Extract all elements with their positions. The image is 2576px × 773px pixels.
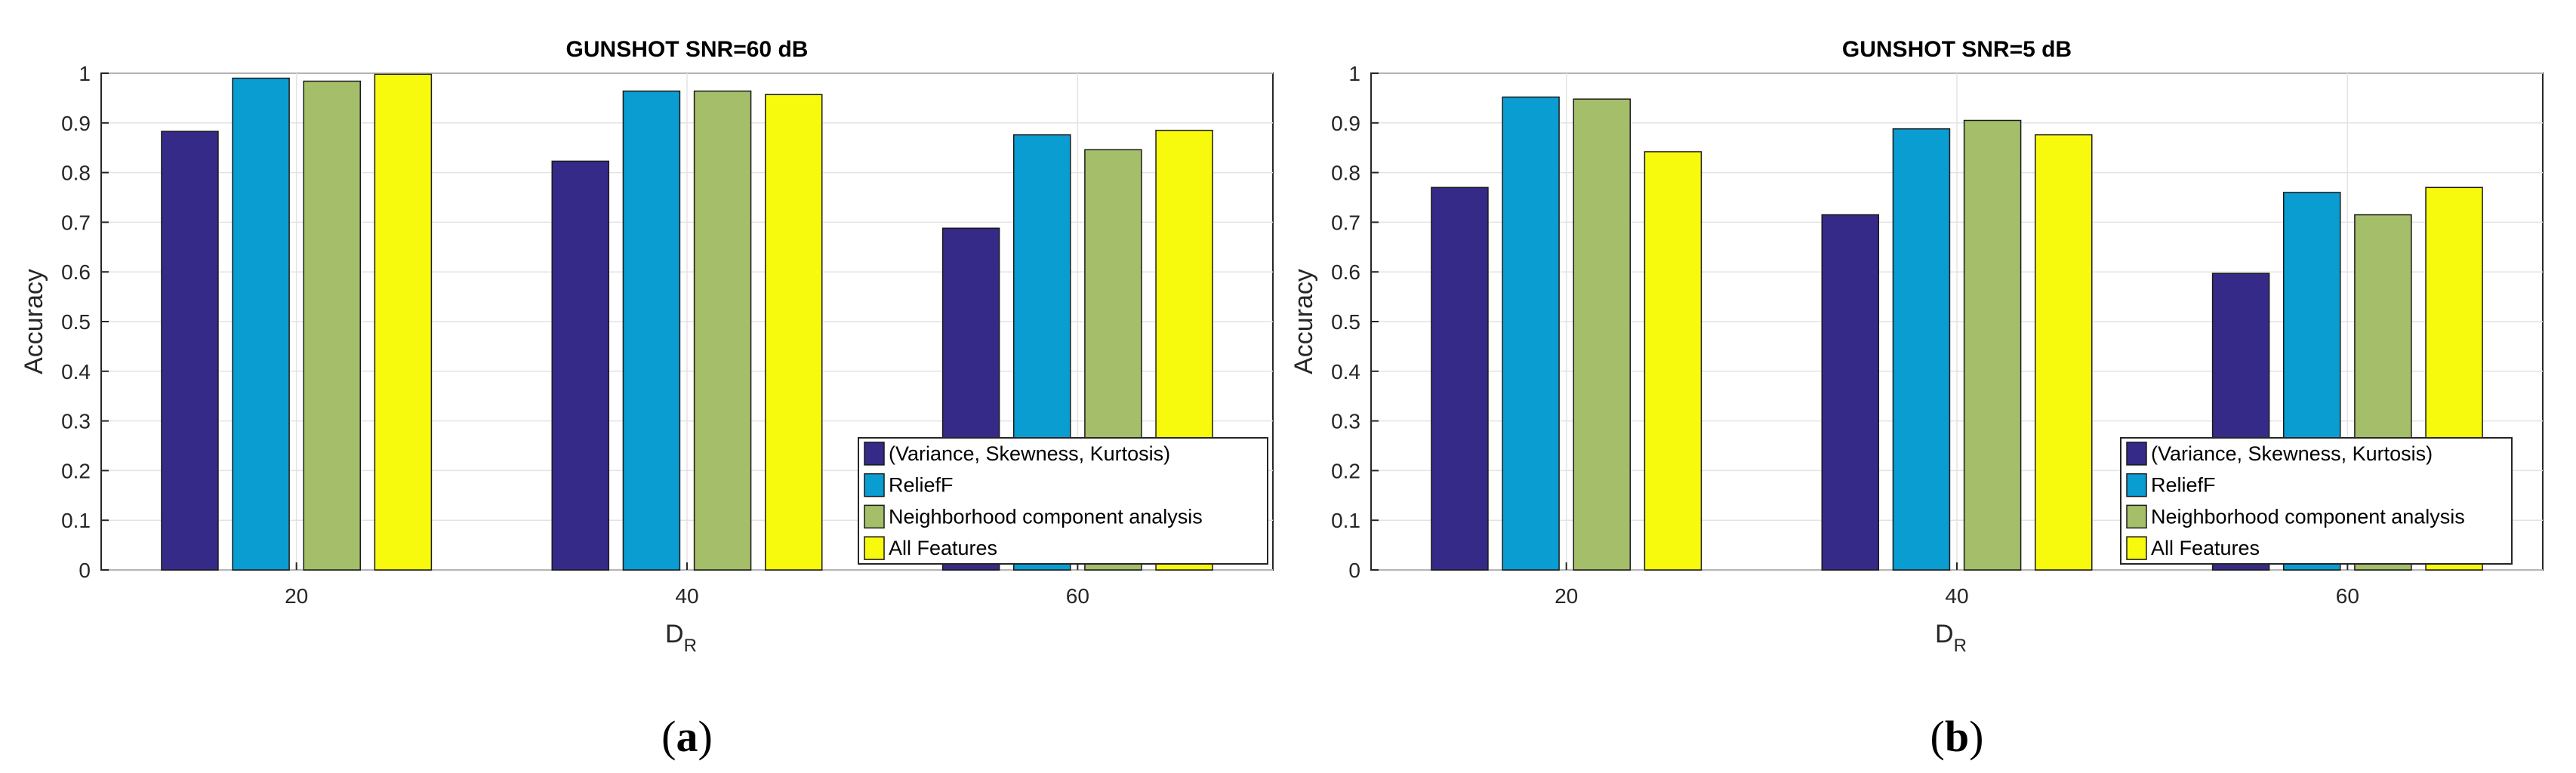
bar-40-series-2 — [1892, 128, 1951, 571]
legend-swatch — [2126, 504, 2147, 529]
y-tick-label: 1 — [1348, 62, 1360, 85]
legend-swatch — [864, 504, 885, 529]
y-axis-ticks: 0 0.1 0.2 0.3 0.4 0.5 0.6 0.7 0.8 0.9 1 — [1331, 62, 1379, 582]
x-axis-label-main: D — [1935, 620, 1954, 648]
y-tick-label: 0.7 — [1331, 211, 1360, 234]
y-tick-label: 0.6 — [61, 260, 91, 284]
caption-close-paren: ) — [698, 712, 713, 761]
y-tick-label: 0.3 — [61, 410, 91, 433]
bar-20-series-2 — [232, 77, 290, 571]
bar-20-series-3 — [1573, 98, 1632, 571]
legend-swatch — [2126, 442, 2147, 466]
bar-20-series-2 — [1502, 96, 1560, 571]
panel-caption: (b) — [1930, 712, 1984, 761]
bar-40-series-3 — [693, 90, 752, 571]
legend-box — [2120, 437, 2513, 565]
legend-entry-label: ReliefF — [2151, 474, 2216, 497]
y-tick-label: 0.2 — [61, 459, 91, 482]
y-tick-label: 0.7 — [61, 211, 91, 234]
y-tick-label: 1 — [79, 62, 91, 85]
y-tick-label: 0.8 — [61, 162, 91, 185]
y-tick-label: 0 — [1348, 559, 1360, 582]
bar-40-series-1 — [551, 160, 610, 571]
caption-open-paren: ( — [661, 712, 676, 761]
bar-40-series-4 — [764, 94, 823, 571]
bar-group — [161, 73, 1213, 571]
chart-title: GUNSHOT SNR=60 dB — [566, 37, 809, 62]
y-tick-label: 0.5 — [1331, 310, 1360, 334]
y-tick-label: 0 — [79, 559, 91, 582]
panel-caption: (a) — [661, 712, 713, 761]
legend-entry-label: (Variance, Skewness, Kurtosis) — [889, 442, 1170, 465]
caption-open-paren: ( — [1930, 712, 1945, 761]
legend-entry-label: Neighborhood component analysis — [2151, 505, 2465, 528]
caption-label: a — [676, 712, 698, 761]
y-tick-label: 0.4 — [61, 360, 91, 383]
y-tick-label: 0.2 — [1331, 459, 1360, 482]
legend-entry-label: All Features — [2151, 537, 2260, 559]
y-tick-label: 0.3 — [1331, 410, 1360, 433]
legend-entry-label: (Variance, Skewness, Kurtosis) — [2151, 442, 2433, 465]
y-tick-label: 0.8 — [1331, 162, 1360, 185]
legend: (Variance, Skewness, Kurtosis) ReliefF Nei… — [2120, 437, 2513, 565]
y-tick-label: 0.5 — [61, 310, 91, 334]
chart-panel-b: 0 0.1 0.2 0.3 0.4 0.5 0.6 0.7 0.8 0.9 1 20 40 60 GUN… — [1290, 37, 2544, 761]
x-tick-label: 40 — [1945, 584, 1968, 608]
caption-label: b — [1945, 712, 1969, 761]
x-axis-label-subscript: R — [684, 636, 697, 656]
legend-swatch — [864, 442, 885, 466]
bar-20-series-4 — [1644, 151, 1702, 571]
bar-40-series-4 — [2034, 134, 2093, 571]
x-axis-label: DR — [665, 620, 697, 656]
bar-20-series-3 — [303, 80, 362, 571]
legend-swatch — [864, 536, 885, 560]
y-tick-label: 0.1 — [1331, 509, 1360, 532]
bar-40-series-1 — [1821, 214, 1880, 571]
x-tick-label: 60 — [2336, 584, 2359, 608]
legend-box — [858, 437, 1268, 565]
y-axis-label: Accuracy — [1290, 269, 1318, 374]
x-axis-label: DR — [1935, 620, 1967, 656]
x-axis-label-main: D — [665, 620, 684, 648]
bar-40-series-3 — [1963, 119, 2022, 571]
bar-20-series-4 — [374, 73, 433, 571]
legend-swatch — [864, 473, 885, 497]
bar-20-series-1 — [1431, 186, 1489, 571]
x-tick-label: 20 — [285, 584, 308, 608]
x-tick-label: 60 — [1066, 584, 1089, 608]
y-tick-label: 0.1 — [61, 509, 91, 532]
legend-entry-label: All Features — [889, 537, 997, 559]
y-tick-label: 0.4 — [1331, 360, 1360, 383]
x-tick-label: 20 — [1555, 584, 1578, 608]
x-axis-ticks: 20 40 60 — [285, 562, 1089, 608]
legend-entry-label: ReliefF — [889, 474, 954, 497]
y-tick-label: 0.9 — [1331, 112, 1360, 135]
y-tick-label: 0.9 — [61, 112, 91, 135]
legend-swatch — [2126, 536, 2147, 560]
y-tick-label: 0.6 — [1331, 260, 1360, 284]
bar-20-series-1 — [161, 131, 219, 571]
chart-title: GUNSHOT SNR=5 dB — [1842, 37, 2072, 62]
legend: (Variance, Skewness, Kurtosis) ReliefF Nei… — [858, 437, 1268, 565]
legend-swatch — [2126, 473, 2147, 497]
y-axis-ticks: 0 0.1 0.2 0.3 0.4 0.5 0.6 0.7 0.8 0.9 1 — [61, 62, 109, 582]
y-axis-label: Accuracy — [20, 269, 48, 374]
x-axis-ticks: 20 40 60 — [1555, 562, 2359, 608]
caption-close-paren: ) — [1969, 712, 1983, 761]
legend-entry-label: Neighborhood component analysis — [889, 505, 1203, 528]
x-axis-label-subscript: R — [1954, 636, 1967, 656]
bar-40-series-2 — [622, 90, 681, 571]
chart-panel-a: 0 0.1 0.2 0.3 0.4 0.5 0.6 0.7 0.8 0.9 1 20 40 60 GUN… — [20, 37, 1274, 761]
bar-group — [1431, 96, 2483, 571]
x-tick-label: 40 — [675, 584, 698, 608]
